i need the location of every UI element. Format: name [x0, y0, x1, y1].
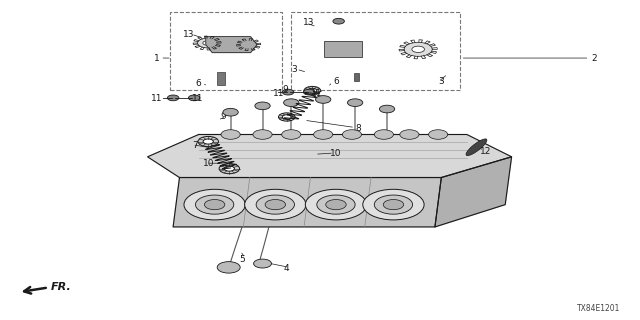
Circle shape: [284, 99, 299, 107]
Circle shape: [278, 113, 295, 121]
Text: 13: 13: [183, 30, 195, 39]
Polygon shape: [173, 178, 442, 227]
Circle shape: [217, 39, 240, 50]
Circle shape: [224, 166, 234, 171]
Circle shape: [303, 89, 315, 95]
Circle shape: [255, 102, 270, 110]
Text: FR.: FR.: [51, 283, 71, 292]
Bar: [291, 12, 461, 90]
Circle shape: [188, 95, 200, 101]
Circle shape: [282, 89, 294, 95]
Polygon shape: [148, 134, 511, 178]
Circle shape: [222, 42, 235, 48]
Text: 11: 11: [151, 94, 163, 103]
Polygon shape: [435, 157, 511, 227]
Circle shape: [221, 130, 240, 139]
Text: 4: 4: [284, 264, 290, 274]
Bar: [324, 41, 362, 57]
Text: 9: 9: [220, 113, 226, 122]
Circle shape: [374, 130, 394, 139]
Circle shape: [198, 38, 217, 48]
Bar: [218, 72, 225, 85]
Circle shape: [326, 199, 346, 210]
Circle shape: [244, 189, 306, 220]
Circle shape: [253, 259, 271, 268]
Text: 6: 6: [333, 77, 339, 86]
Circle shape: [383, 199, 404, 210]
Circle shape: [265, 199, 285, 210]
Circle shape: [374, 195, 413, 214]
Circle shape: [204, 199, 225, 210]
Text: 10: 10: [330, 149, 342, 158]
Circle shape: [304, 86, 321, 95]
Polygon shape: [206, 37, 257, 52]
Circle shape: [195, 195, 234, 214]
Circle shape: [184, 189, 245, 220]
Circle shape: [317, 195, 355, 214]
Circle shape: [282, 115, 291, 119]
Circle shape: [305, 189, 367, 220]
Circle shape: [203, 139, 213, 144]
Text: 11: 11: [191, 94, 203, 103]
Circle shape: [253, 130, 272, 139]
Text: 11: 11: [273, 89, 284, 98]
Circle shape: [168, 95, 179, 101]
Bar: [170, 12, 282, 90]
Circle shape: [404, 42, 432, 56]
Text: 1: 1: [154, 53, 160, 62]
Ellipse shape: [466, 139, 487, 156]
Text: 12: 12: [481, 147, 492, 156]
Circle shape: [198, 136, 218, 147]
Circle shape: [429, 130, 448, 139]
Bar: [354, 73, 359, 81]
Text: 9: 9: [282, 85, 288, 94]
Circle shape: [363, 189, 424, 220]
Circle shape: [348, 99, 363, 107]
Text: 2: 2: [592, 53, 597, 62]
Circle shape: [412, 46, 424, 52]
Text: 7: 7: [193, 141, 198, 150]
Text: 8: 8: [355, 124, 361, 132]
Text: 3: 3: [292, 65, 298, 74]
Circle shape: [314, 130, 333, 139]
Circle shape: [203, 41, 211, 45]
Text: 11: 11: [311, 89, 323, 98]
Circle shape: [400, 130, 419, 139]
Circle shape: [342, 130, 362, 139]
Circle shape: [282, 130, 301, 139]
Circle shape: [316, 96, 331, 103]
Circle shape: [256, 195, 294, 214]
Text: 6: 6: [196, 79, 202, 88]
Circle shape: [223, 108, 238, 116]
Circle shape: [380, 105, 395, 113]
Circle shape: [333, 18, 344, 24]
Circle shape: [335, 45, 351, 53]
Text: 13: 13: [303, 19, 315, 28]
Text: TX84E1201: TX84E1201: [577, 304, 620, 313]
Text: 10: 10: [203, 159, 214, 168]
Circle shape: [241, 41, 257, 49]
Circle shape: [308, 88, 317, 93]
Text: 3: 3: [438, 77, 444, 86]
Circle shape: [219, 164, 239, 174]
Circle shape: [245, 43, 252, 46]
Circle shape: [329, 42, 357, 56]
Text: 5: 5: [239, 255, 245, 264]
Circle shape: [217, 262, 240, 273]
